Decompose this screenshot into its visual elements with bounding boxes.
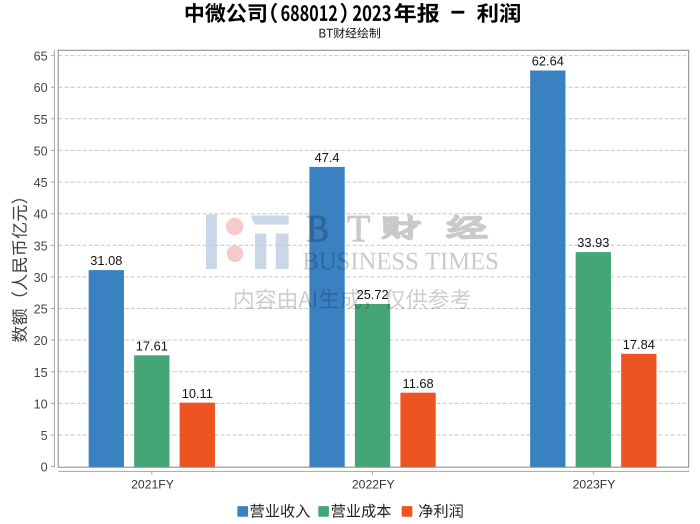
svg-text:2023FY: 2023FY bbox=[573, 477, 616, 491]
svg-text:2021FY: 2021FY bbox=[131, 477, 174, 491]
svg-text:11.68: 11.68 bbox=[403, 376, 434, 391]
svg-text:30: 30 bbox=[34, 271, 48, 285]
svg-text:62.64: 62.64 bbox=[532, 54, 564, 69]
svg-text:60: 60 bbox=[34, 81, 48, 95]
svg-text:40: 40 bbox=[34, 208, 48, 222]
svg-text:5: 5 bbox=[41, 429, 48, 443]
svg-text:45: 45 bbox=[34, 176, 48, 190]
svg-text:47.4: 47.4 bbox=[315, 150, 340, 165]
svg-text:35: 35 bbox=[34, 239, 48, 253]
svg-text:0: 0 bbox=[41, 461, 48, 475]
svg-text:20: 20 bbox=[34, 334, 48, 348]
svg-text:17.84: 17.84 bbox=[623, 337, 655, 352]
svg-text:31.08: 31.08 bbox=[90, 253, 122, 268]
svg-text:65: 65 bbox=[34, 50, 48, 64]
svg-text:25: 25 bbox=[34, 303, 48, 317]
svg-text:10: 10 bbox=[34, 397, 48, 411]
svg-text:10.11: 10.11 bbox=[182, 386, 213, 401]
svg-text:25.72: 25.72 bbox=[357, 287, 389, 302]
svg-text:55: 55 bbox=[34, 113, 48, 127]
svg-text:2022FY: 2022FY bbox=[352, 477, 395, 491]
svg-text:50: 50 bbox=[34, 144, 48, 158]
svg-text:17.61: 17.61 bbox=[136, 338, 168, 353]
svg-text:15: 15 bbox=[34, 366, 48, 380]
svg-text:33.93: 33.93 bbox=[577, 235, 609, 250]
